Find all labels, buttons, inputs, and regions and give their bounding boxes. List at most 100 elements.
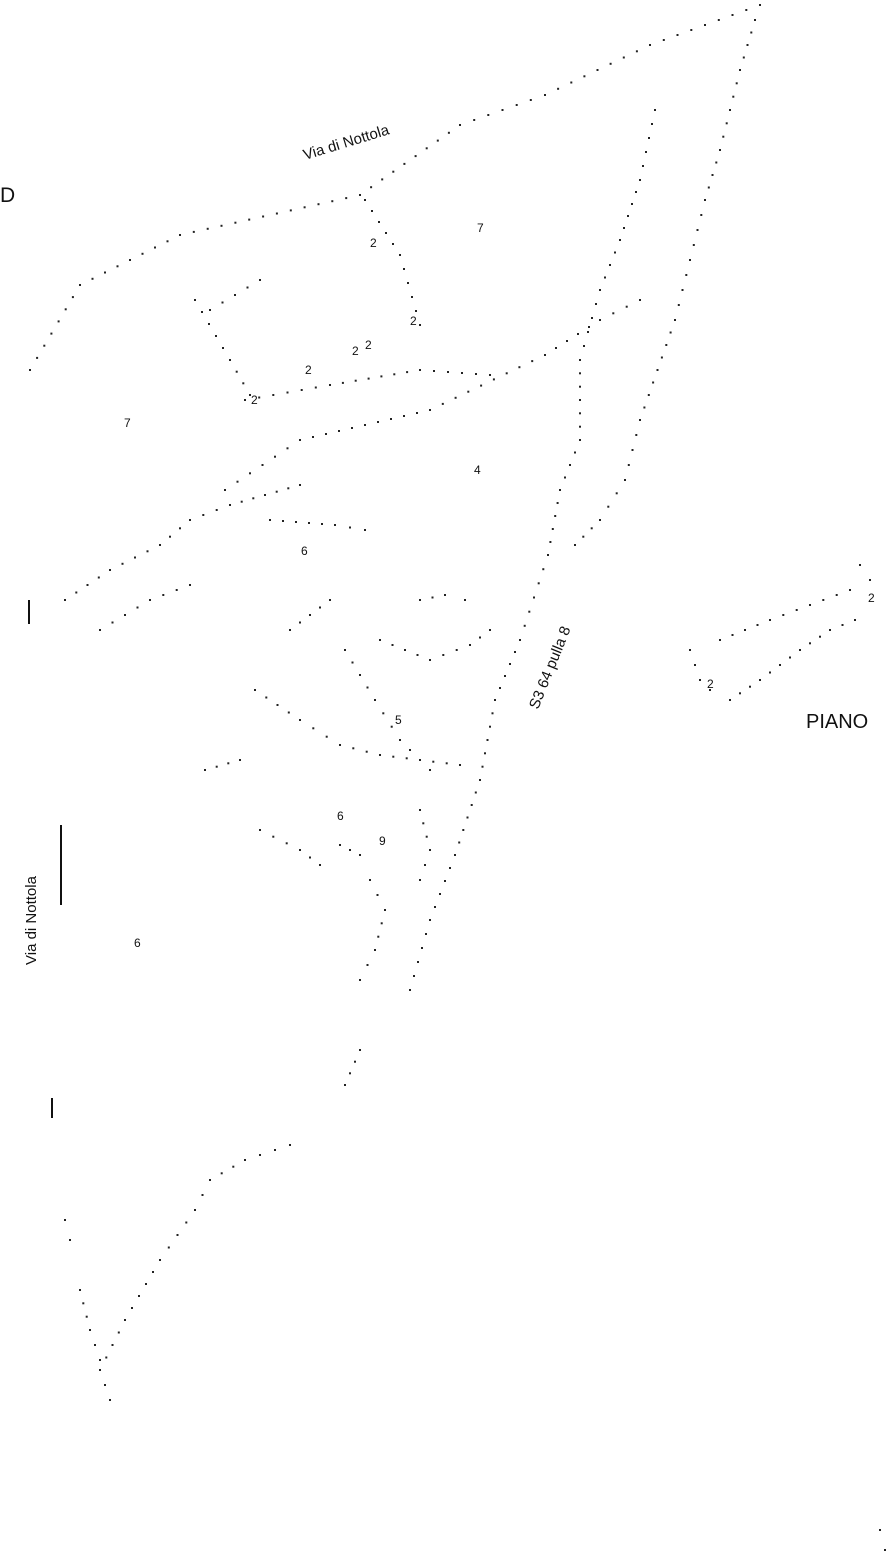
house-number: 2 <box>352 344 359 358</box>
boundary-dot <box>587 331 589 333</box>
boundary-dot <box>704 24 706 26</box>
boundary-dot <box>329 599 331 601</box>
boundary-dot <box>704 199 706 201</box>
boundary-dot <box>391 644 394 646</box>
boundary-dot <box>599 289 601 291</box>
boundary-dot <box>64 599 66 601</box>
boundary-dot <box>149 599 151 601</box>
boundary-dot <box>417 961 419 963</box>
boundary-dot <box>819 635 821 638</box>
boundary-dot <box>569 464 571 466</box>
boundary-dot <box>339 744 341 746</box>
boundary-dot <box>64 1219 66 1221</box>
boundary-dot <box>731 14 734 16</box>
boundary-dot <box>759 4 761 6</box>
boundary-dot <box>444 880 446 882</box>
boundary-dot <box>445 762 448 765</box>
area-label-edge-letter: D <box>0 184 15 207</box>
boundary-dot <box>459 124 461 126</box>
boundary-dot <box>433 370 435 372</box>
boundary-dot <box>480 384 483 387</box>
boundary-dot <box>109 1399 111 1401</box>
boundary-dot <box>779 664 781 666</box>
boundary-dot <box>215 335 217 337</box>
boundary-dot <box>289 209 292 212</box>
boundary-dot <box>625 305 628 308</box>
boundary-ticks <box>28 600 62 1118</box>
boundary-dot <box>651 123 653 125</box>
boundary-dot <box>854 619 856 621</box>
boundary-dot <box>364 199 366 201</box>
boundary-dot <box>344 1084 346 1086</box>
boundary-dot <box>559 489 561 491</box>
boundary-dot <box>314 386 317 389</box>
boundary-dot <box>609 62 612 65</box>
boundary-dot <box>479 636 481 639</box>
boundary-dot <box>528 610 531 613</box>
boundary-dot <box>239 759 241 761</box>
boundary-dot <box>639 419 641 421</box>
boundary-dot <box>419 599 421 601</box>
boundary-dot <box>134 556 136 559</box>
boundary-dot <box>756 624 759 626</box>
boundary-dot <box>167 1246 170 1249</box>
boundary-dot <box>374 949 376 951</box>
boundary-dot <box>146 550 149 553</box>
boundary-dot <box>577 333 579 335</box>
boundary-dot <box>377 935 380 938</box>
boundary-dot <box>377 421 379 423</box>
boundary-dot <box>289 629 291 631</box>
road-label: S3 64 pulla 8 <box>526 624 575 712</box>
boundary-dot <box>609 264 611 266</box>
boundary-dot <box>669 331 672 334</box>
boundary-dot <box>421 947 423 949</box>
house-number: 6 <box>337 809 344 823</box>
boundary-dot <box>265 696 268 699</box>
boundary-dot <box>220 1172 223 1175</box>
boundary-dot <box>623 227 625 229</box>
boundary-dot <box>419 369 421 371</box>
boundary-dot <box>574 544 576 546</box>
boundary-dot <box>444 594 446 596</box>
boundary-dot <box>176 1234 179 1236</box>
boundary-dot <box>555 347 557 349</box>
boundary-dot <box>879 1529 881 1531</box>
boundary-dot <box>654 109 656 111</box>
boundary-dot <box>229 359 231 361</box>
boundary-dot <box>71 296 74 299</box>
boundary-dot <box>215 765 218 768</box>
boundary-dot <box>729 699 731 701</box>
boundary-dot <box>462 829 465 831</box>
area-label-piano: PIANO <box>806 711 868 733</box>
boundary-dot <box>349 526 351 529</box>
boundary-dot <box>583 345 585 347</box>
boundary-dot <box>711 174 714 176</box>
boundary-dot <box>647 394 650 396</box>
boundary-dot <box>403 268 405 270</box>
boundary-dot <box>579 359 581 361</box>
boundary-dot <box>643 406 646 409</box>
boundary-dot <box>505 372 508 375</box>
boundary-dot <box>554 515 557 517</box>
house-number: 6 <box>301 544 308 558</box>
house-number: 2 <box>370 236 377 250</box>
boundary-dot <box>529 99 532 101</box>
boundary-dot <box>745 9 748 11</box>
boundary-dot <box>43 344 46 347</box>
boundary-dot <box>272 835 275 838</box>
boundary-dot <box>725 122 728 125</box>
boundary-dot <box>169 535 171 538</box>
boundary-dot <box>366 686 369 689</box>
boundary-dot <box>645 151 647 153</box>
boundary-dot <box>746 44 749 46</box>
boundary-dot <box>595 303 597 305</box>
boundary-dot <box>533 596 535 599</box>
boundary-dot <box>656 369 659 371</box>
boundary-dot <box>579 412 581 415</box>
boundary-dot <box>209 309 211 311</box>
boundary-dot <box>380 922 383 925</box>
boundary-dot <box>486 739 489 741</box>
boundary-dot <box>325 735 328 738</box>
boundary-dot <box>454 396 457 399</box>
boundary-dot <box>599 319 601 321</box>
